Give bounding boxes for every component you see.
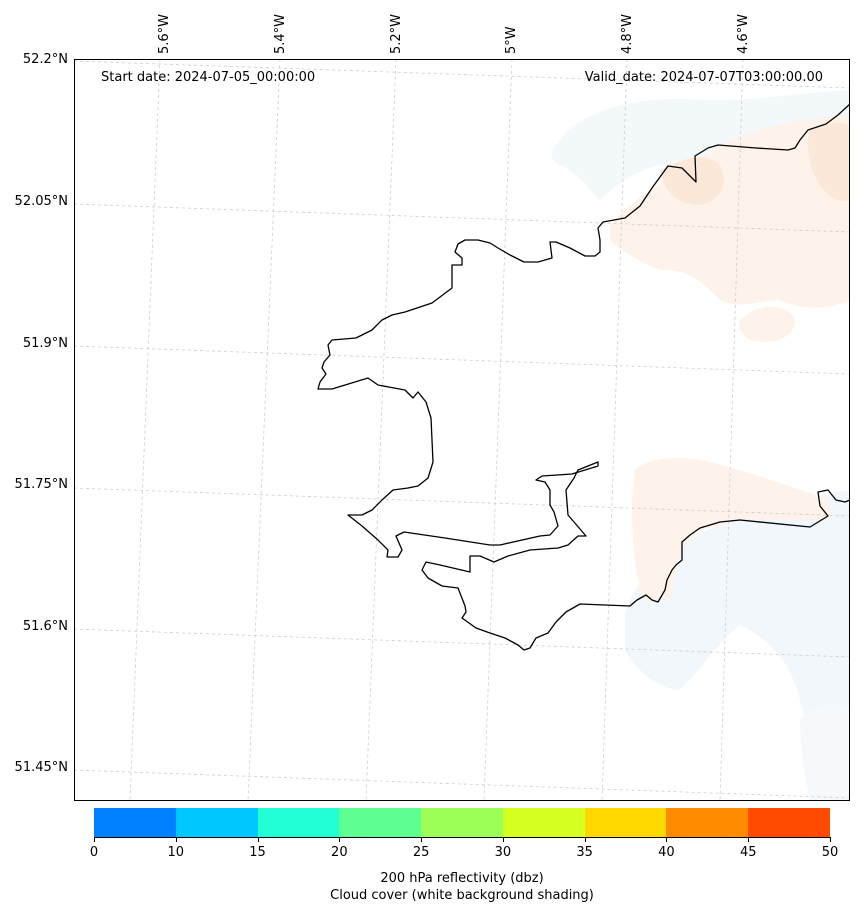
colorbar-swatch: [584, 808, 667, 837]
colorbar-tick-label: 35: [576, 845, 593, 860]
meridian-line: [129, 59, 161, 800]
colorbar-tick: [421, 837, 423, 842]
colorbar-swatch: [421, 808, 504, 837]
colorbar-tick-label: 10: [167, 845, 185, 860]
colorbar-swatch: [175, 808, 259, 837]
start-date-label: Start date: 2024-07-05_00:00:00: [101, 70, 316, 85]
colorbar-tick-label: 30: [494, 845, 512, 860]
reflectivity-shade: [807, 122, 850, 201]
shading-layer: [551, 90, 850, 800]
meridian-line: [365, 59, 397, 800]
colorbar-tick: [257, 837, 259, 842]
valid-date-label: Valid_date: 2024-07-07T03:00:00.00: [584, 70, 823, 85]
colorbar-tick: [339, 837, 341, 842]
colorbar-sublabel: Cloud cover (white background shading): [330, 888, 594, 903]
latitude-label: 51.6°N: [22, 619, 68, 634]
map-frame: [74, 59, 850, 801]
colorbar-swatch: [94, 808, 177, 837]
latitude-label: 52.2°N: [22, 52, 68, 67]
reflectivity-shade: [610, 115, 850, 308]
graticule: [74, 59, 850, 800]
colorbar-swatch: [502, 808, 586, 837]
longitude-label: 5°W: [504, 26, 519, 54]
longitude-label: 5.6°W: [157, 13, 172, 54]
reflectivity-shade: [739, 306, 795, 342]
colorbar-swatch: [748, 808, 831, 837]
longitude-label: 4.8°W: [620, 13, 635, 54]
meridian-line: [247, 59, 281, 800]
latitude-label: 51.9°N: [22, 336, 68, 351]
colorbar-tick: [748, 837, 750, 842]
colorbar-swatch: [339, 808, 422, 837]
coastline-main: [317, 103, 850, 651]
colorbar-tick-label: 25: [412, 845, 430, 860]
longitude-label: 5.4°W: [273, 13, 288, 54]
longitude-label: 5.2°W: [389, 13, 404, 54]
latitude-label: 51.45°N: [14, 760, 68, 775]
colorbar-tick: [666, 837, 668, 842]
coastline: [317, 103, 850, 651]
colorbar-tick: [175, 837, 177, 842]
colorbar-tick-label: 0: [89, 845, 99, 860]
cloud-shade: [625, 490, 850, 780]
longitude-label: 4.6°W: [736, 13, 751, 54]
latitude-label: 51.75°N: [14, 477, 68, 492]
colorbar-tick-label: 40: [658, 845, 675, 860]
colorbar-swatch: [666, 808, 749, 837]
colorbar-tick: [584, 837, 586, 842]
reflectivity-shade: [632, 458, 830, 600]
colorbar-swatch: [257, 808, 340, 837]
colorbar-tick-label: 20: [331, 845, 348, 860]
colorbar-tick-label: 45: [739, 845, 757, 860]
colorbar-tick-label: 15: [249, 845, 266, 860]
colorbar-tick: [830, 837, 831, 842]
reflectivity-shade: [660, 157, 724, 205]
colorbar-tick: [94, 837, 95, 842]
colorbar-tick: [502, 837, 504, 842]
latitude-label: 52.05°N: [14, 194, 68, 209]
colorbar-tick-label: 50: [821, 845, 839, 860]
colorbar-label: 200 hPa reflectivity (dbz): [380, 871, 544, 886]
cloud-shade: [800, 703, 850, 800]
